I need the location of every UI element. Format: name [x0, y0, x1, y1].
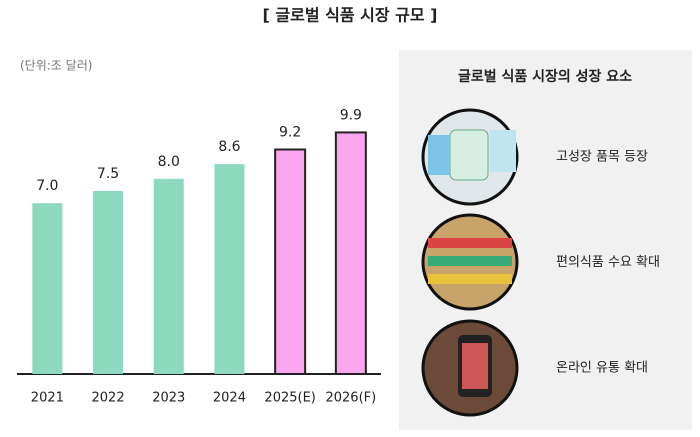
- panel-item: 온라인 유통 확대: [556, 361, 648, 376]
- x-tick-label: 2022: [92, 391, 125, 406]
- can-icon: [449, 129, 489, 181]
- panel-item: 고성장 품목 등장: [556, 150, 648, 165]
- bar: [334, 131, 367, 375]
- value-label: 7.5: [97, 166, 119, 182]
- value-label: 8.0: [158, 154, 180, 170]
- value-label: 8.6: [218, 139, 240, 155]
- bar: [214, 164, 245, 374]
- shelf-row: [428, 256, 512, 266]
- x-tick-label: 2023: [152, 391, 185, 406]
- value-label: 9.2: [279, 125, 301, 141]
- bar: [93, 191, 124, 374]
- bar: [274, 148, 307, 375]
- unit-label: (단위:조 달러): [20, 59, 92, 73]
- pack-icon: [490, 130, 516, 172]
- phone-screen: [462, 343, 488, 389]
- panel-icons: [421, 108, 519, 417]
- x-tick-label: 2025(E): [264, 391, 315, 406]
- panel-title: 글로벌 식품 시장의 성장 요소: [458, 68, 632, 85]
- pack-icon: [428, 135, 450, 175]
- shelf-row: [428, 274, 512, 284]
- bar: [153, 178, 184, 374]
- x-tick-label: 2024: [213, 391, 246, 406]
- panel-item: 편의식품 수요 확대: [556, 255, 660, 270]
- x-tick-label: 2021: [31, 391, 64, 406]
- bar: [32, 203, 63, 374]
- x-tick-label: 2026(F): [325, 391, 376, 406]
- value-label: 9.9: [340, 107, 362, 123]
- shelf-row: [428, 238, 512, 248]
- chart-title: [ 글로벌 식품 시장 규모 ]: [263, 6, 438, 25]
- value-label: 7.0: [36, 178, 58, 194]
